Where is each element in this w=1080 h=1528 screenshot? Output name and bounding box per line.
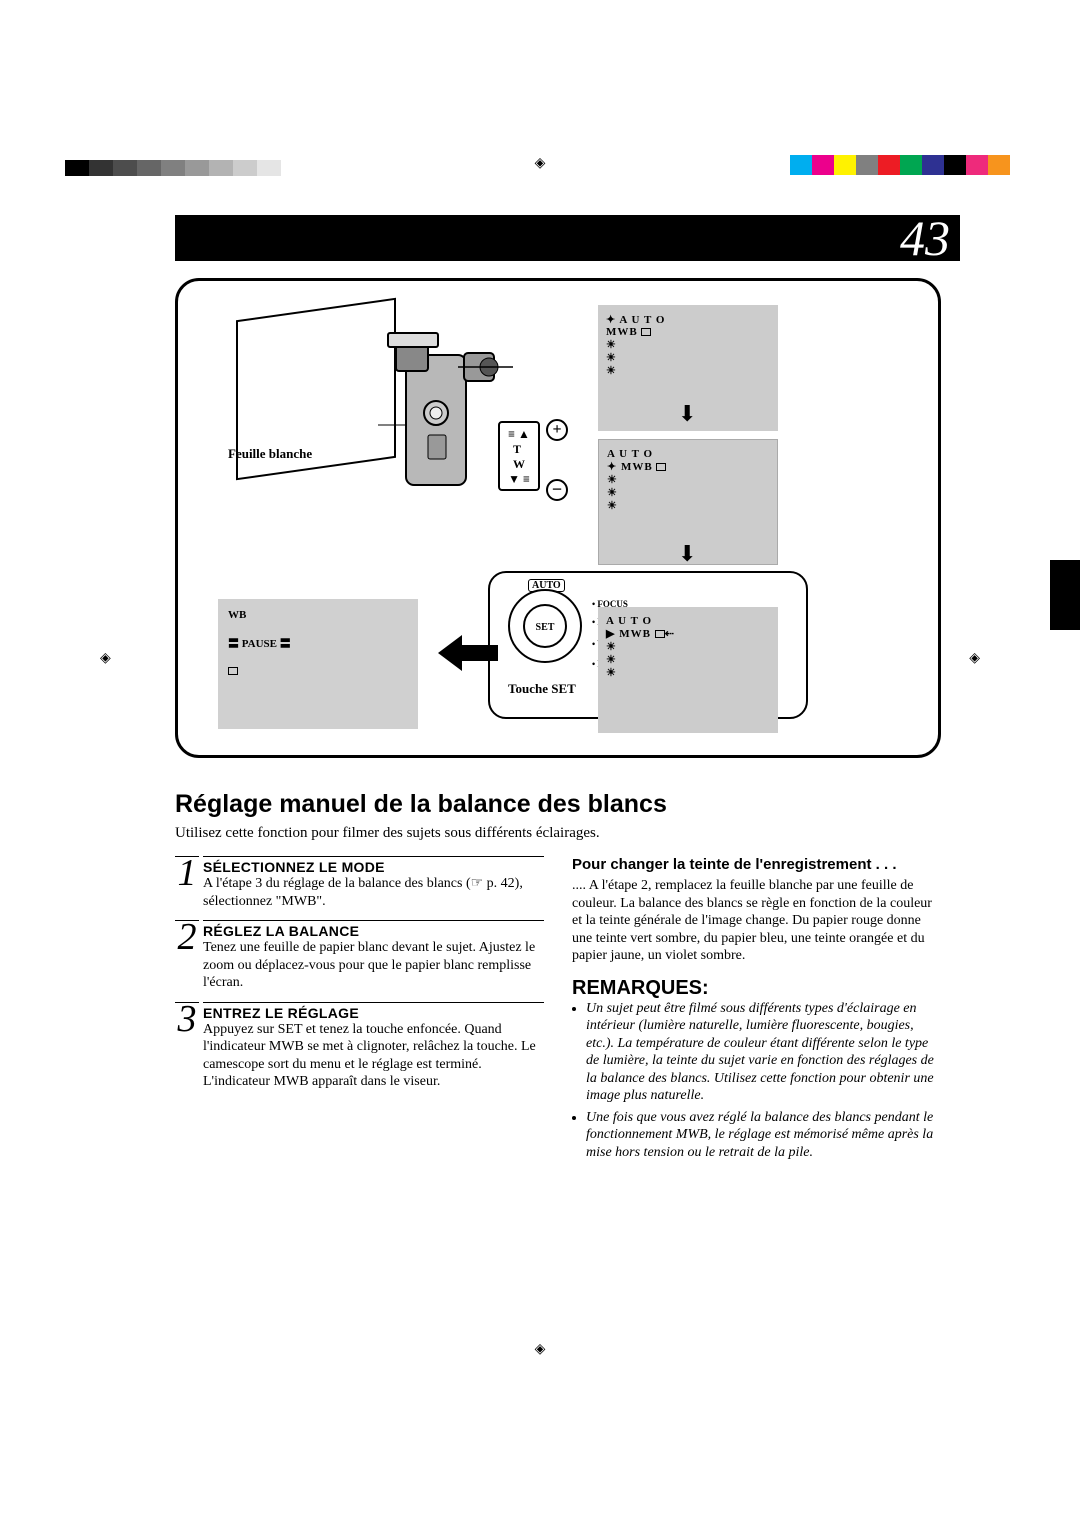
section-title: Réglage manuel de la balance des blancs <box>175 790 941 819</box>
zoom-w-label: ▼ ≡ <box>508 472 530 487</box>
step-heading: ENTREZ LE RÉGLAGE <box>203 1005 544 1021</box>
step-text: Appuyez sur SET et tenez la touche enfon… <box>203 1021 544 1091</box>
registration-mark-top: ◈ <box>535 155 546 172</box>
print-color-bars <box>790 155 1010 175</box>
step-text: A l'étape 3 du réglage de la balance des… <box>203 875 544 910</box>
screen2-auto: A U T O <box>607 448 769 460</box>
mwb-small-icon <box>228 665 408 677</box>
step-number: 3 <box>175 1002 199 1091</box>
step-text: Tenez une feuille de papier blanc devant… <box>203 939 544 992</box>
sun-icons-3: ☀☀☀ <box>606 640 617 679</box>
pause-wb-label: WB <box>228 609 408 621</box>
step-heading: SÉLECTIONNEZ LE MODE <box>203 859 544 875</box>
zoom-plus-icon: + <box>546 419 568 441</box>
right-subheading: Pour changer la teinte de l'enregistreme… <box>572 856 941 873</box>
note-item: Une fois que vous avez réglé la balance … <box>586 1109 941 1162</box>
print-grayscale-bars <box>65 160 281 176</box>
diagram-frame: Feuille blanche ≡ ▲ TW ▼ ≡ + − ✦ A U T O… <box>175 278 941 758</box>
content-area: Réglage manuel de la balance des blancs … <box>175 790 941 1165</box>
zoom-letters: TW <box>513 442 525 472</box>
lcd-screen-3: A U T O ▶ MWB ⇠ ☀☀☀ <box>598 607 778 733</box>
zoom-t-label: ≡ ▲ <box>508 427 530 442</box>
registration-mark-left: ◈ <box>100 650 111 667</box>
left-column: 1 SÉLECTIONNEZ LE MODE A l'étape 3 du ré… <box>175 856 544 1165</box>
notes-list: Un sujet peut être filmé sous différents… <box>572 1000 941 1162</box>
step-number: 1 <box>175 856 199 910</box>
step: 2 RÉGLEZ LA BALANCE Tenez une feuille de… <box>175 920 544 992</box>
intro-text: Utilisez cette fonction pour filmer des … <box>175 825 941 842</box>
touche-set-label: Touche SET <box>508 681 576 697</box>
header-bar: 43 <box>175 215 960 261</box>
step-heading: RÉGLEZ LA BALANCE <box>203 923 544 939</box>
screen1-mwb: MWB <box>606 326 770 338</box>
set-dial-label: SET <box>523 604 567 648</box>
screen2-mwb: ✦ MWB <box>607 460 769 473</box>
registration-mark-right: ◈ <box>969 650 980 667</box>
right-column: Pour changer la teinte de l'enregistreme… <box>572 856 941 1165</box>
screen3-mwb: ▶ MWB ⇠ <box>606 627 770 640</box>
down-arrow-1: ⬇ <box>678 401 696 427</box>
page-number: 43 <box>900 218 950 258</box>
pause-label: PAUSE <box>242 638 277 650</box>
note-item: Un sujet peut être filmé sous différents… <box>586 1000 941 1105</box>
section-tab <box>1050 560 1080 630</box>
set-dial: SET <box>508 589 582 663</box>
step: 3 ENTREZ LE RÉGLAGE Appuyez sur SET et t… <box>175 1002 544 1091</box>
white-sheet-label: Feuille blanche <box>228 446 312 462</box>
screen3-auto: A U T O <box>606 615 770 627</box>
sun-icons-2: ☀☀☀ <box>607 473 618 512</box>
lcd-pause-screen: WB 〓 PAUSE 〓 <box>218 599 418 729</box>
remarques-heading: REMARQUES: <box>572 977 941 1000</box>
zoom-minus-icon: − <box>546 479 568 501</box>
down-arrow-2: ⬇ <box>678 541 696 567</box>
sun-icons-1: ☀☀☀ <box>606 338 617 377</box>
step-number: 2 <box>175 920 199 992</box>
right-text: .... A l'étape 2, remplacez la feuille b… <box>572 877 941 965</box>
big-arrow-icon <box>438 631 498 675</box>
zoom-control: ≡ ▲ TW ▼ ≡ <box>498 421 540 491</box>
registration-mark-bottom: ◈ <box>535 1341 546 1358</box>
screen1-auto: ✦ A U T O <box>606 313 770 326</box>
step: 1 SÉLECTIONNEZ LE MODE A l'étape 3 du ré… <box>175 856 544 910</box>
